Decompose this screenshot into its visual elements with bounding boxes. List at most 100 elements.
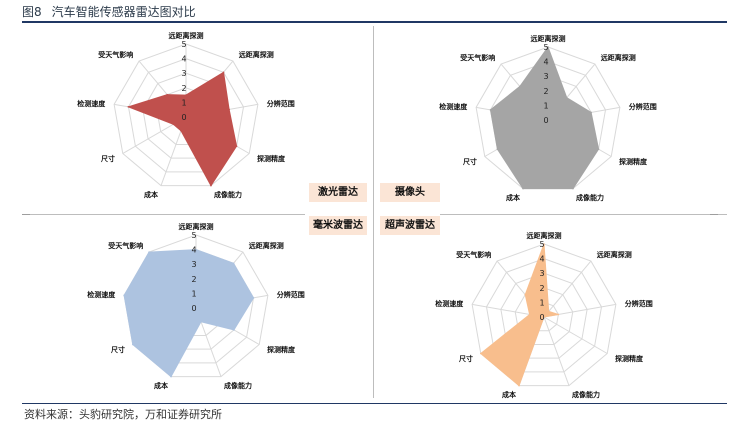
data-point <box>148 251 150 253</box>
grid-ring <box>500 272 588 359</box>
radar-chart-ultrasonic-radar: 012345远距离探测远距离探测分辨范围探测精度成像能力成本尺寸检测速度受天气影… <box>435 231 653 399</box>
grid-ring <box>113 43 259 187</box>
radial-tick-label: 2 <box>539 284 544 293</box>
data-point <box>235 145 238 147</box>
data-point <box>519 85 521 88</box>
data-point <box>518 384 520 387</box>
category-label: 成像能力 <box>224 381 252 390</box>
figure-number: 图8 <box>22 5 42 19</box>
radial-tick-label: 2 <box>543 87 548 96</box>
top-rule <box>22 21 727 23</box>
category-label: 远距离探测 <box>597 250 632 259</box>
data-point <box>170 375 172 378</box>
category-label: 探测精度 <box>619 157 648 166</box>
category-label: 尺寸 <box>110 345 125 354</box>
radial-tick-label: 1 <box>543 101 548 110</box>
category-label: 远距离探测 <box>601 53 636 62</box>
data-point <box>590 111 592 114</box>
data-point <box>252 297 255 299</box>
category-label: 成像能力 <box>214 190 242 199</box>
category-label: 尺寸 <box>458 354 473 363</box>
data-point <box>557 313 560 316</box>
category-label: 受天气影响 <box>98 50 133 59</box>
series-area <box>489 45 600 190</box>
data-point <box>524 293 527 296</box>
data-point <box>131 343 134 346</box>
grid-ring <box>514 287 574 345</box>
data-point <box>200 320 202 323</box>
series-area <box>126 71 238 187</box>
data-point <box>232 262 235 265</box>
legend-ultrasonic-radar: 超声波雷达 <box>380 216 440 235</box>
data-point <box>522 187 524 190</box>
radial-tick-label: 2 <box>181 84 186 93</box>
category-label: 尺寸 <box>462 157 477 166</box>
category-label: 远距离探测 <box>531 34 566 43</box>
radial-tick-label: 4 <box>543 58 548 67</box>
category-label: 探测精度 <box>257 154 286 163</box>
radial-tick-label: 4 <box>181 55 186 64</box>
vertical-divider <box>373 26 374 398</box>
radial-tick-label: 4 <box>539 255 544 264</box>
radial-tick-label: 5 <box>539 240 544 249</box>
data-point <box>195 248 197 251</box>
radial-tick-label: 2 <box>191 275 196 284</box>
category-label: 成本 <box>154 381 168 390</box>
horizontal-divider-right <box>440 214 727 215</box>
bottom-rule <box>22 403 727 404</box>
data-point <box>172 123 175 126</box>
radial-tick-label: 0 <box>543 116 548 125</box>
data-point <box>597 148 600 150</box>
data-point <box>543 316 545 318</box>
data-point <box>528 313 531 316</box>
category-label: 分辨范围 <box>267 99 295 108</box>
category-label: 受天气影响 <box>108 241 143 250</box>
category-label: 成本 <box>502 390 516 399</box>
category-label: 远距离探测 <box>169 31 204 40</box>
radial-tick-label: 4 <box>191 246 196 255</box>
category-label: 检测速度 <box>439 102 468 111</box>
radial-tick-label: 0 <box>191 304 196 313</box>
category-label: 成本 <box>144 190 158 199</box>
radial-tick-label: 3 <box>543 72 548 81</box>
radial-tick-label: 5 <box>191 231 196 240</box>
grid-ring <box>485 258 603 373</box>
category-label: 检测速度 <box>77 99 106 108</box>
radial-tick-label: 3 <box>539 269 544 278</box>
category-label: 分辨范围 <box>277 290 305 299</box>
data-point <box>496 148 499 150</box>
figure-header: 图8 汽车智能传感器雷达图对比 <box>22 3 727 21</box>
series-area <box>479 243 559 387</box>
category-label: 远距离探测 <box>179 222 214 231</box>
divider-tick-left <box>22 214 30 215</box>
category-label: 远距离探测 <box>239 50 274 59</box>
grid-ring <box>471 243 617 387</box>
data-point <box>180 129 182 132</box>
divider-tick-right <box>710 214 718 215</box>
data-point <box>123 294 125 297</box>
figure-title: 汽车智能传感器雷达图对比 <box>51 5 196 19</box>
series-area <box>123 249 255 378</box>
horizontal-divider-left <box>22 214 305 215</box>
radar-chart-camera: 012345远距离探测远距离探测分辨范围探测精度成像能力成本尺寸检测速度受天气影… <box>439 34 657 202</box>
data-point <box>543 243 545 245</box>
category-label: 探测精度 <box>267 345 296 354</box>
category-label: 分辨范围 <box>629 102 657 111</box>
data-point <box>222 71 225 74</box>
source-note: 资料来源：头豹研究院，万和证券研究所 <box>24 408 222 421</box>
data-point <box>479 352 482 355</box>
legend-lidar: 激光雷达 <box>309 183 367 202</box>
data-point <box>547 46 549 48</box>
category-label: 尺寸 <box>100 154 115 163</box>
data-point <box>233 329 235 331</box>
radial-tick-label: 3 <box>181 69 186 78</box>
radial-tick-label: 1 <box>539 298 544 307</box>
radial-tick-label: 1 <box>181 98 186 107</box>
category-label: 成像能力 <box>572 390 600 399</box>
category-label: 检测速度 <box>435 299 464 308</box>
category-label: 分辨范围 <box>625 299 653 308</box>
category-label: 成本 <box>506 193 520 202</box>
data-point <box>565 96 568 99</box>
data-point <box>210 184 212 187</box>
